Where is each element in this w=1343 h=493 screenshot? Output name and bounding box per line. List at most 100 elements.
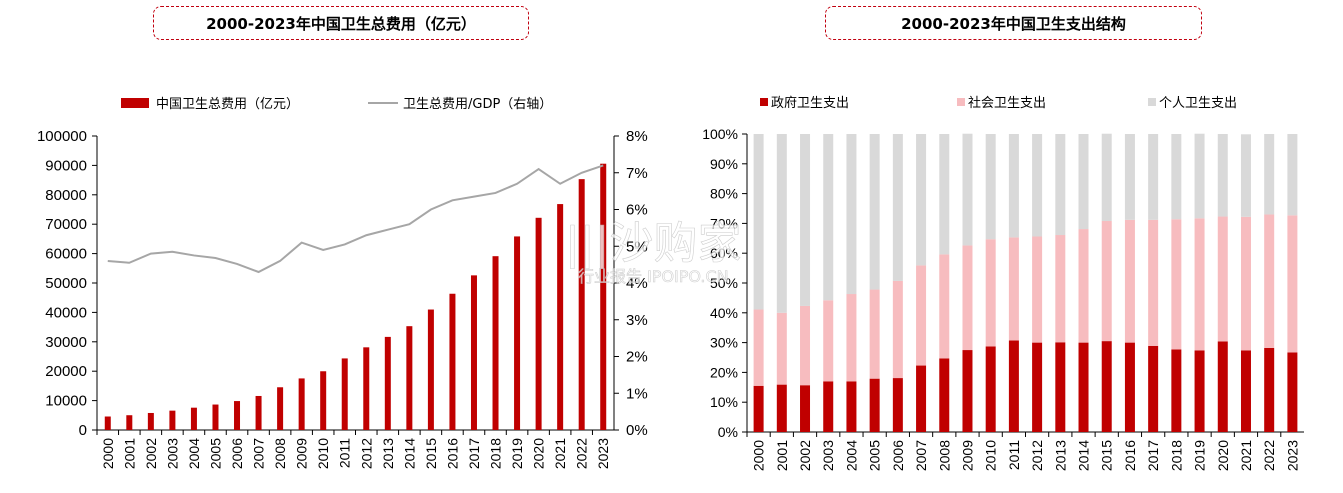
bar-total-expenditure <box>126 415 133 430</box>
bar-personal-expenditure <box>939 134 950 255</box>
bar-total-expenditure <box>363 347 370 430</box>
legend-swatch-0 <box>760 98 768 106</box>
bar-social-expenditure <box>1101 221 1112 342</box>
x-tick-label: 2004 <box>186 438 202 469</box>
bar-government-expenditure <box>1124 342 1135 432</box>
y2-tick-label: 8% <box>626 128 648 145</box>
x-tick-label: 2010 <box>983 440 999 471</box>
x-tick-label: 2021 <box>1238 440 1254 471</box>
bar-government-expenditure <box>892 378 903 432</box>
bar-total-expenditure <box>104 416 111 430</box>
right-chart-title: 2000-2023年中国卫生支出结构 <box>825 6 1202 40</box>
legend-swatch-bar <box>121 98 149 108</box>
y-tick-label: 90% <box>710 156 738 172</box>
bar-social-expenditure <box>1194 218 1205 351</box>
bar-total-expenditure <box>169 410 176 430</box>
y-tick-label: 60000 <box>45 246 87 263</box>
x-tick-label: 2015 <box>1099 440 1115 471</box>
bar-government-expenditure <box>823 381 834 432</box>
bar-total-expenditure <box>234 401 241 430</box>
bar-total-expenditure <box>147 412 154 430</box>
bar-total-expenditure <box>492 256 499 430</box>
y-tick-label: 90000 <box>45 157 87 174</box>
bar-government-expenditure <box>1008 340 1019 432</box>
bar-personal-expenditure <box>1032 134 1043 237</box>
line-expenditure-gdp-ratio <box>107 164 604 274</box>
bar-government-expenditure <box>939 358 950 432</box>
total-expenditure-chart: 0 10000 20000 30000 40000 50000 60000 70000 8000… <box>37 97 648 469</box>
bar-total-expenditure <box>427 309 434 430</box>
y-tick-label: 80000 <box>45 187 87 204</box>
bar-social-expenditure <box>1171 219 1182 350</box>
bar-social-expenditure <box>962 245 973 351</box>
bar-personal-expenditure <box>1194 133 1205 219</box>
bar-personal-expenditure <box>823 134 834 301</box>
bar-total-expenditure <box>470 275 477 430</box>
bar-social-expenditure <box>1032 236 1043 343</box>
bar-government-expenditure <box>846 381 857 432</box>
bar-personal-expenditure <box>962 133 973 246</box>
x-tick-label: 2005 <box>207 438 223 469</box>
x-tick-label: 2012 <box>1029 440 1045 471</box>
legend-label-0: 政府卫生支出 <box>771 96 849 111</box>
bar-personal-expenditure <box>1240 134 1251 217</box>
x-tick-label: 2007 <box>913 440 929 471</box>
bar-total-expenditure <box>384 336 391 430</box>
watermark: |||沙购家 行业报告 IPOIPO.CN <box>565 218 742 287</box>
y-tick-label: 100% <box>702 126 738 142</box>
y2-tick-label: 1% <box>626 385 648 402</box>
x-tick-label: 2003 <box>164 438 180 469</box>
x-tick-label: 2008 <box>272 438 288 469</box>
x-tick-label: 2018 <box>488 438 504 469</box>
x-tick-label: 2003 <box>820 440 836 471</box>
x-tick-label: 2008 <box>936 440 952 471</box>
legend-label-bar: 中国卫生总费用（亿元） <box>156 97 299 112</box>
x-tick-label: 2004 <box>843 440 859 471</box>
watermark-main: |||沙购家 <box>565 218 741 269</box>
bar-total-expenditure <box>212 404 219 430</box>
x-tick-label: 2006 <box>890 440 906 471</box>
bar-total-expenditure <box>298 378 305 430</box>
x-tick-label: 2000 <box>751 440 767 471</box>
bar-social-expenditure <box>1264 214 1275 348</box>
bar-government-expenditure <box>985 346 996 432</box>
bar-personal-expenditure <box>1171 134 1182 220</box>
y2-tick-label: 4% <box>626 275 648 292</box>
x-tick-label: 2011 <box>337 438 353 468</box>
legend-swatch-1 <box>957 98 965 106</box>
bar-government-expenditure <box>1055 342 1066 432</box>
bar-personal-expenditure <box>1217 134 1228 217</box>
bar-total-expenditure <box>320 371 327 430</box>
y2-tick-label: 0% <box>626 422 648 439</box>
x-tick-label: 2001 <box>774 440 790 471</box>
bar-government-expenditure <box>962 350 973 432</box>
bar-personal-expenditure <box>985 134 996 240</box>
bar-personal-expenditure <box>1008 134 1019 238</box>
bar-social-expenditure <box>1240 216 1251 351</box>
x-tick-label: 2015 <box>423 438 439 469</box>
y-tick-label: 80% <box>710 186 738 202</box>
bar-social-expenditure <box>823 300 834 382</box>
bar-government-expenditure <box>1264 347 1275 432</box>
y2-tick-label: 3% <box>626 312 648 329</box>
bar-personal-expenditure <box>869 134 880 290</box>
bar-personal-expenditure <box>1055 134 1066 236</box>
bar-total-expenditure <box>600 163 607 431</box>
x-tick-label: 2013 <box>1052 440 1068 471</box>
x-tick-label: 2017 <box>466 438 482 469</box>
x-tick-label: 2011 <box>1006 440 1022 470</box>
bar-government-expenditure <box>800 385 811 432</box>
bar-government-expenditure <box>1101 341 1112 432</box>
y-tick-label: 50% <box>710 275 738 291</box>
y-tick-label: 60% <box>710 245 738 261</box>
x-tick-label: 2007 <box>251 438 267 469</box>
y-tick-label: 100000 <box>37 128 87 145</box>
x-tick-label: 2023 <box>595 438 611 469</box>
x-tick-label: 2014 <box>1076 440 1092 471</box>
x-tick-label: 2018 <box>1168 440 1184 471</box>
y-tick-label: 0% <box>718 424 738 440</box>
bar-total-expenditure <box>277 387 284 430</box>
bar-personal-expenditure <box>1287 134 1298 216</box>
bar-personal-expenditure <box>1078 134 1089 230</box>
x-tick-label: 2021 <box>552 438 568 469</box>
